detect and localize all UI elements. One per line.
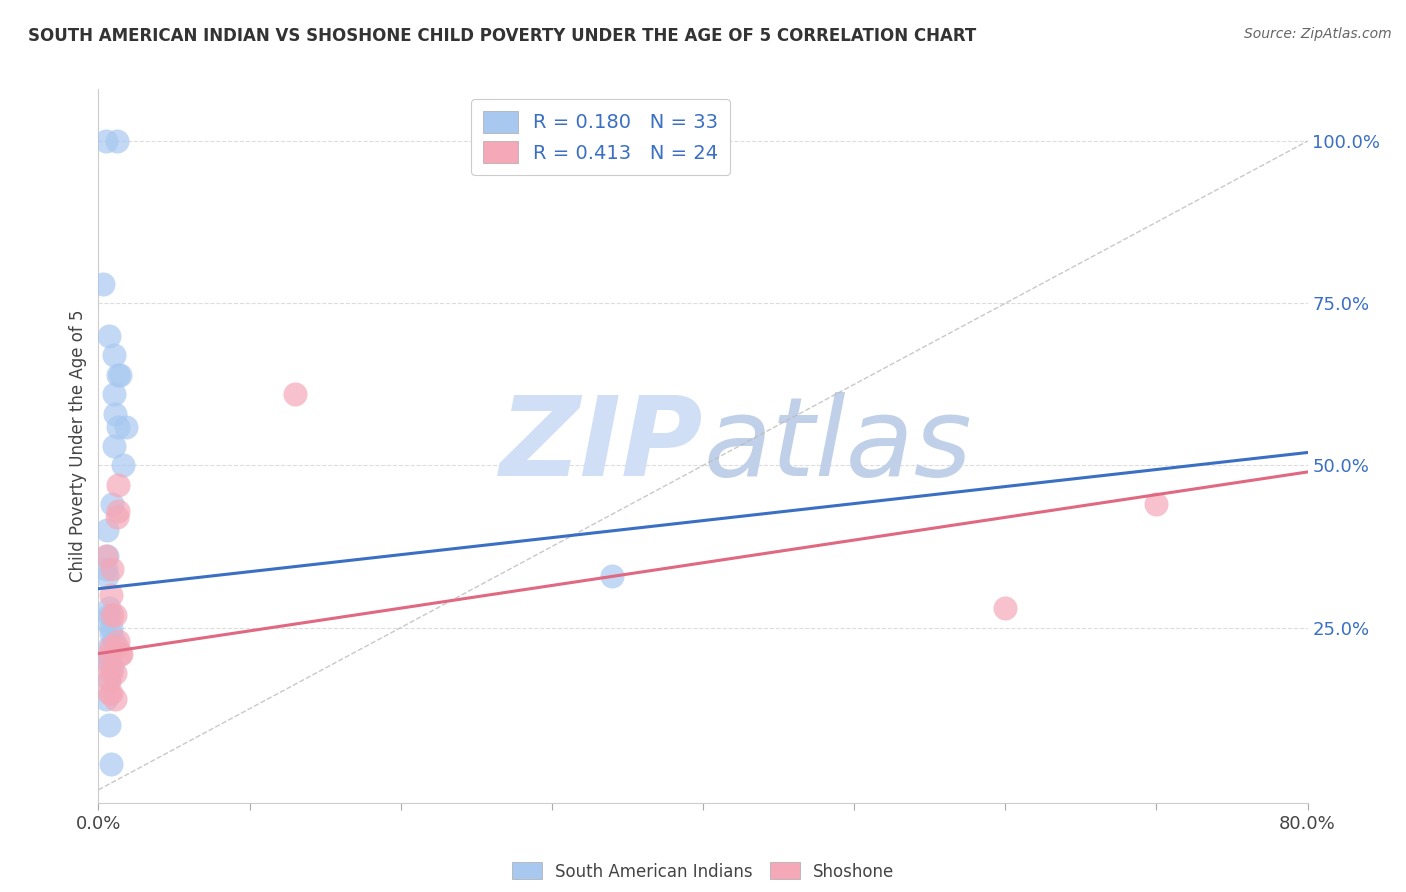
Point — [98, 653, 121, 667]
Point — [104, 607, 127, 622]
Point — [110, 647, 132, 661]
Point — [103, 348, 125, 362]
Point — [104, 407, 127, 421]
Point — [108, 368, 131, 382]
Point — [91, 277, 114, 291]
Point — [96, 568, 118, 582]
Point — [1144, 497, 1167, 511]
Point — [100, 756, 122, 771]
Y-axis label: Child Poverty Under the Age of 5: Child Poverty Under the Age of 5 — [69, 310, 87, 582]
Point — [98, 328, 121, 343]
Point — [111, 458, 134, 473]
Point — [94, 692, 117, 706]
Point — [107, 633, 129, 648]
Point — [107, 368, 129, 382]
Point — [108, 647, 131, 661]
Text: ZIP: ZIP — [499, 392, 703, 500]
Point — [284, 387, 307, 401]
Point — [105, 134, 128, 148]
Point — [98, 647, 121, 661]
Point — [103, 387, 125, 401]
Point — [98, 718, 121, 732]
Point — [101, 497, 124, 511]
Point — [100, 627, 122, 641]
Point — [96, 549, 118, 564]
Point — [100, 621, 122, 635]
Point — [98, 607, 121, 622]
Point — [101, 562, 124, 576]
Point — [103, 633, 125, 648]
Point — [101, 659, 124, 673]
Text: atlas: atlas — [703, 392, 972, 500]
Point — [98, 640, 121, 654]
Point — [94, 549, 117, 564]
Point — [602, 568, 624, 582]
Point — [105, 640, 128, 654]
Text: SOUTH AMERICAN INDIAN VS SHOSHONE CHILD POVERTY UNDER THE AGE OF 5 CORRELATION C: SOUTH AMERICAN INDIAN VS SHOSHONE CHILD … — [28, 27, 976, 45]
Text: Source: ZipAtlas.com: Source: ZipAtlas.com — [1244, 27, 1392, 41]
Point — [98, 673, 121, 687]
Point — [103, 439, 125, 453]
Point — [100, 588, 122, 602]
Point — [104, 692, 127, 706]
Point — [94, 562, 117, 576]
Point — [100, 640, 122, 654]
Point — [114, 419, 136, 434]
Point — [100, 666, 122, 681]
Point — [104, 666, 127, 681]
Legend: South American Indians, Shoshone: South American Indians, Shoshone — [505, 855, 901, 888]
Point — [101, 607, 124, 622]
Point — [994, 601, 1017, 615]
Point — [100, 685, 122, 699]
Point — [107, 419, 129, 434]
Point — [98, 673, 121, 687]
Point — [107, 504, 129, 518]
Point — [105, 510, 128, 524]
Point — [94, 653, 117, 667]
Point — [94, 614, 117, 628]
Point — [94, 134, 117, 148]
Point — [107, 478, 129, 492]
Point — [96, 524, 118, 538]
Point — [98, 659, 121, 673]
Point — [98, 601, 121, 615]
Point — [98, 685, 121, 699]
